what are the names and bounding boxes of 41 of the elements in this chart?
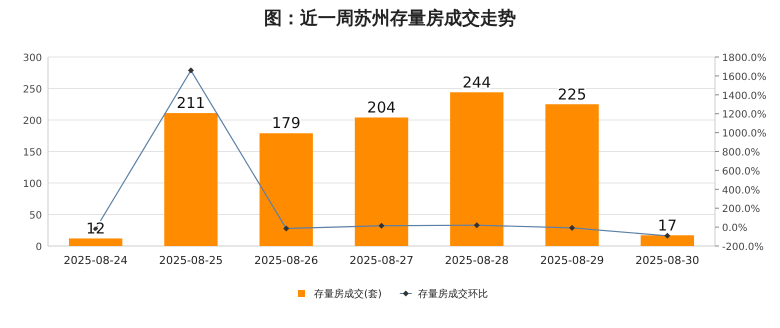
x-tick-label: 2025-08-24: [64, 254, 128, 267]
y-tick-label: 250: [22, 84, 42, 96]
y2-tick-label: 1200.0%: [722, 110, 766, 121]
bar: [260, 133, 313, 246]
chart-title: 图：近一周苏州存量房成交走势: [264, 8, 516, 29]
x-tick-label: 2025-08-25: [158, 254, 223, 267]
y2-tick-label: 1400.0%: [722, 90, 766, 102]
legend-label: 存量房成交环比: [418, 288, 488, 300]
legend-label: 存量房成交(套): [314, 288, 382, 300]
y-tick-label: 100: [22, 179, 42, 190]
bar: [354, 117, 408, 246]
y-tick-label: 0: [36, 242, 42, 253]
y2-tick-label: 400.0%: [722, 185, 760, 196]
y-tick-label: 300: [22, 53, 42, 64]
bar: [164, 113, 218, 246]
x-tick-label: 2025-08-30: [635, 254, 700, 267]
bar: [545, 104, 599, 246]
bar: [450, 92, 504, 246]
data-label: 225: [558, 85, 586, 104]
y2-tick-label: 1000.0%: [722, 128, 766, 140]
x-tick-label: 2025-08-27: [350, 254, 414, 267]
y-tick-label: 200: [22, 116, 42, 127]
data-label: 244: [462, 73, 492, 92]
y-tick-label: 150: [22, 148, 42, 158]
data-label: 204: [367, 98, 396, 116]
x-tick-label: 2025-08-29: [540, 254, 604, 267]
x-tick-label: 2025-08-26: [254, 254, 318, 267]
y2-tick-label: 200.0%: [722, 204, 760, 216]
x-tick-label: 2025-08-28: [444, 254, 509, 267]
bar: [640, 235, 694, 246]
y2-tick-label: 800.0%: [722, 148, 760, 158]
y2-tick-label: -200.0%: [722, 242, 764, 253]
data-label: 179: [272, 114, 301, 132]
data-label: 17: [658, 216, 677, 234]
data-label: 211: [176, 94, 206, 112]
y-tick-label: 50: [29, 210, 42, 222]
bar: [68, 238, 122, 246]
y2-tick-label: 0.0%: [722, 223, 748, 234]
y2-tick-label: 1600.0%: [722, 72, 766, 83]
y2-tick-label: 600.0%: [722, 166, 760, 178]
y2-tick-label: 1800.0%: [722, 53, 766, 64]
